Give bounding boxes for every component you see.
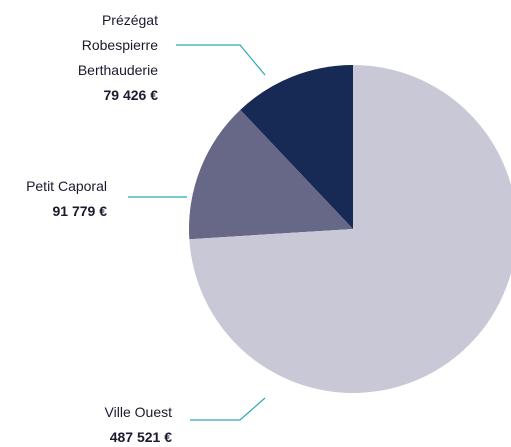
value-label: 91 779 € xyxy=(52,203,108,219)
pie-slice xyxy=(240,65,353,229)
pie-slice xyxy=(189,65,511,393)
value-label: 487 521 € xyxy=(109,429,172,445)
leader-line xyxy=(190,397,266,421)
pie-slice xyxy=(188,109,353,240)
slices xyxy=(188,65,511,393)
slice-label: Petit Caporal 91 779 € xyxy=(0,174,107,224)
category-label: Petit Caporal xyxy=(26,178,107,194)
leader-line xyxy=(176,44,266,76)
slice-label: Ville Ouest 487 521 € xyxy=(62,400,172,447)
category-label: Prézégat Robespierre Berthauderie xyxy=(77,12,158,78)
value-label: 79 426 € xyxy=(103,87,159,103)
slice-label: Prézégat Robespierre Berthauderie 79 426 … xyxy=(68,8,158,108)
category-label: Ville Ouest xyxy=(104,404,172,420)
